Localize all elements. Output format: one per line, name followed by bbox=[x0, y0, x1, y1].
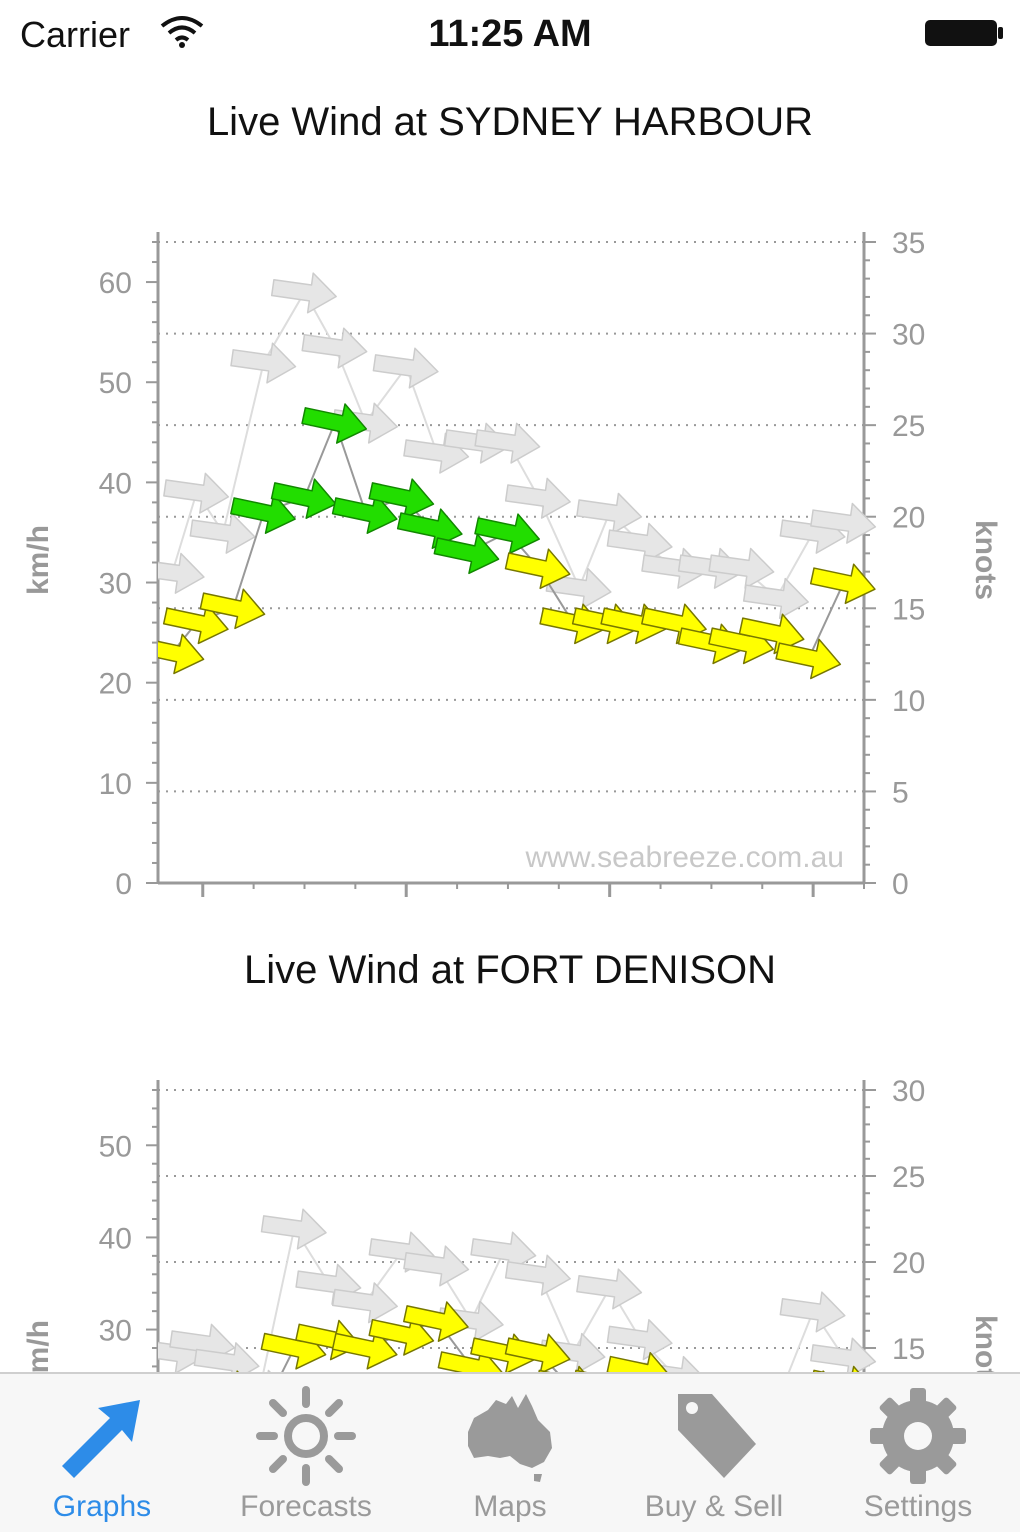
wind-arrow bbox=[372, 347, 439, 389]
y-tick-label: 20 bbox=[99, 668, 132, 701]
wind-arrow bbox=[270, 478, 337, 519]
price-tag-icon bbox=[678, 1394, 756, 1478]
tab-label: Buy & Sell bbox=[644, 1490, 784, 1523]
wind-arrow bbox=[433, 533, 500, 575]
wind-arrow bbox=[606, 1351, 673, 1372]
tab-forecasts[interactable]: Forecasts bbox=[204, 1374, 408, 1532]
wind-arrow bbox=[576, 1268, 643, 1310]
wind-arrow bbox=[230, 493, 296, 534]
wind-arrow bbox=[368, 478, 435, 519]
tab-graphs[interactable]: Graphs bbox=[0, 1374, 204, 1532]
wind-arrow bbox=[779, 1291, 846, 1333]
y2-axis-label: knots bbox=[969, 520, 1002, 600]
y2-tick-label: 15 bbox=[892, 1333, 925, 1366]
gear-icon bbox=[870, 1388, 966, 1484]
tab-settings[interactable]: Settings bbox=[816, 1374, 1020, 1532]
y2-tick-label: 20 bbox=[892, 502, 925, 535]
y2-tick-label: 25 bbox=[892, 410, 925, 443]
y2-tick-label: 35 bbox=[892, 227, 925, 260]
y2-tick-label: 5 bbox=[892, 776, 909, 809]
y-tick-label: 50 bbox=[99, 1130, 132, 1163]
wind-arrow bbox=[301, 327, 368, 369]
wind-arrow bbox=[809, 563, 876, 605]
wind-arrow bbox=[810, 1337, 877, 1372]
wind-arrow bbox=[163, 472, 230, 514]
tab-label: Maps bbox=[473, 1490, 547, 1523]
y-tick-label: 40 bbox=[99, 467, 132, 500]
tab-buy-sell[interactable]: Buy & Sell bbox=[612, 1374, 816, 1532]
tab-maps[interactable]: Maps bbox=[408, 1374, 612, 1532]
wind-arrow bbox=[606, 1319, 673, 1361]
plot-area bbox=[158, 1208, 877, 1372]
clock: 11:25 AM bbox=[428, 13, 592, 55]
status-bar: Carrier 11:25 AM bbox=[0, 0, 1020, 70]
wind-arrow bbox=[189, 512, 256, 554]
wind-arrow bbox=[403, 1301, 469, 1342]
wind-arrow bbox=[576, 492, 643, 534]
wind-arrow bbox=[810, 502, 877, 544]
australia-map-icon bbox=[468, 1394, 552, 1482]
wind-arrow bbox=[193, 1342, 260, 1372]
watermark: www.seabreeze.com.au bbox=[525, 841, 845, 874]
battery-icon bbox=[925, 20, 1003, 46]
y2-tick-label: 15 bbox=[892, 593, 925, 626]
sun-icon bbox=[256, 1386, 356, 1486]
wifi-icon bbox=[160, 16, 204, 48]
wind-arrow bbox=[331, 1328, 398, 1370]
y2-tick-label: 0 bbox=[892, 868, 909, 900]
wind-arrow bbox=[708, 547, 775, 589]
y-axis-label: km/h bbox=[22, 1320, 55, 1372]
y-tick-label: 40 bbox=[99, 1222, 132, 1255]
tab-label: Graphs bbox=[52, 1490, 152, 1523]
y-tick-label: 30 bbox=[99, 568, 132, 601]
y-tick-label: 0 bbox=[115, 868, 132, 900]
wind-arrow bbox=[158, 633, 205, 675]
wind-chart-sydney-harbour[interactable]: 010203040506005101520253035km/hknots10am… bbox=[0, 160, 1020, 900]
graphs-scroll-view[interactable]: Live Wind at SYDNEY HARBOUR 0 10 20 30 40 50 6… bbox=[0, 70, 1020, 1372]
wind-arrow bbox=[230, 342, 297, 384]
wind-arrow bbox=[301, 403, 368, 444]
wind-arrow bbox=[199, 588, 266, 630]
tab-label: Forecasts bbox=[240, 1490, 372, 1523]
wind-arrow bbox=[775, 638, 842, 680]
wind-arrow bbox=[504, 1333, 571, 1372]
chart-title: Live Wind at SYDNEY HARBOUR bbox=[206, 100, 814, 144]
y2-tick-label: 20 bbox=[892, 1247, 925, 1280]
wind-arrow bbox=[742, 577, 809, 619]
wind-arrow bbox=[368, 1315, 435, 1356]
wind-arrow bbox=[162, 603, 229, 645]
wind-arrow bbox=[606, 522, 673, 564]
wind-arrow bbox=[403, 1245, 470, 1287]
wind-arrow bbox=[474, 513, 540, 555]
wind-arrow bbox=[504, 477, 571, 519]
wind-arrow bbox=[270, 272, 337, 314]
y-tick-label: 60 bbox=[99, 267, 132, 300]
tab-label: Settings bbox=[863, 1490, 973, 1523]
wind-arrow bbox=[504, 1254, 571, 1296]
chart-title: Live Wind at FORT DENISON bbox=[244, 948, 776, 992]
tab-bar: Graphs Forecasts Maps Buy & Sell bbox=[0, 1372, 1020, 1532]
wind-arrow bbox=[474, 422, 541, 464]
y2-tick-label: 30 bbox=[892, 1075, 925, 1108]
plot-area bbox=[158, 272, 877, 680]
y2-tick-label: 30 bbox=[892, 319, 925, 352]
y-axis-label: km/h bbox=[22, 525, 55, 595]
carrier-label: Carrier bbox=[20, 14, 131, 55]
wind-arrow bbox=[504, 548, 571, 590]
y-tick-label: 10 bbox=[99, 768, 132, 801]
y2-tick-label: 25 bbox=[892, 1161, 925, 1194]
wind-arrow bbox=[331, 493, 398, 534]
arrow-icon bbox=[62, 1400, 140, 1478]
wind-arrow bbox=[331, 1282, 398, 1324]
wind-arrow bbox=[260, 1208, 327, 1250]
y2-axis-label: knots bbox=[969, 1315, 1002, 1372]
y-tick-label: 50 bbox=[99, 367, 132, 400]
y2-tick-label: 10 bbox=[892, 685, 925, 718]
wind-arrow bbox=[437, 1347, 504, 1372]
wind-arrow bbox=[158, 552, 205, 594]
y-tick-label: 30 bbox=[99, 1315, 132, 1348]
